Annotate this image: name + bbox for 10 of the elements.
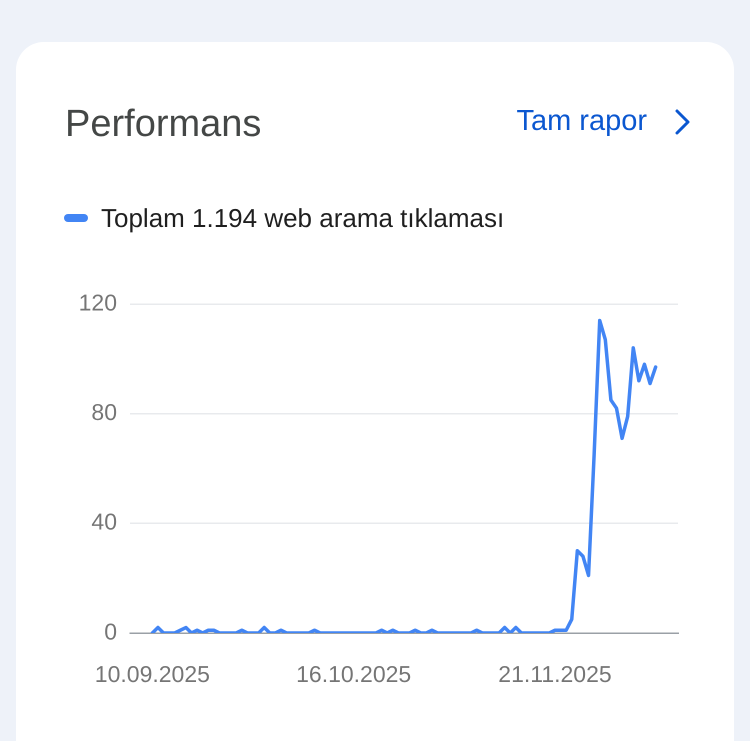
y-tick-label: 0 bbox=[104, 618, 117, 644]
x-tick-label: 16.10.2025 bbox=[296, 661, 412, 688]
x-tick-label: 10.09.2025 bbox=[94, 661, 210, 688]
y-tick-label: 80 bbox=[91, 399, 117, 426]
x-tick-label: 21.11.2025 bbox=[498, 661, 612, 688]
legend-label: Toplam 1.194 web arama tıklaması bbox=[101, 203, 504, 233]
text: Tam rapor bbox=[516, 105, 647, 137]
chart-title: Performans bbox=[65, 103, 262, 145]
y-tick-label: 120 bbox=[78, 289, 117, 316]
y-tick-label: 40 bbox=[91, 508, 117, 535]
